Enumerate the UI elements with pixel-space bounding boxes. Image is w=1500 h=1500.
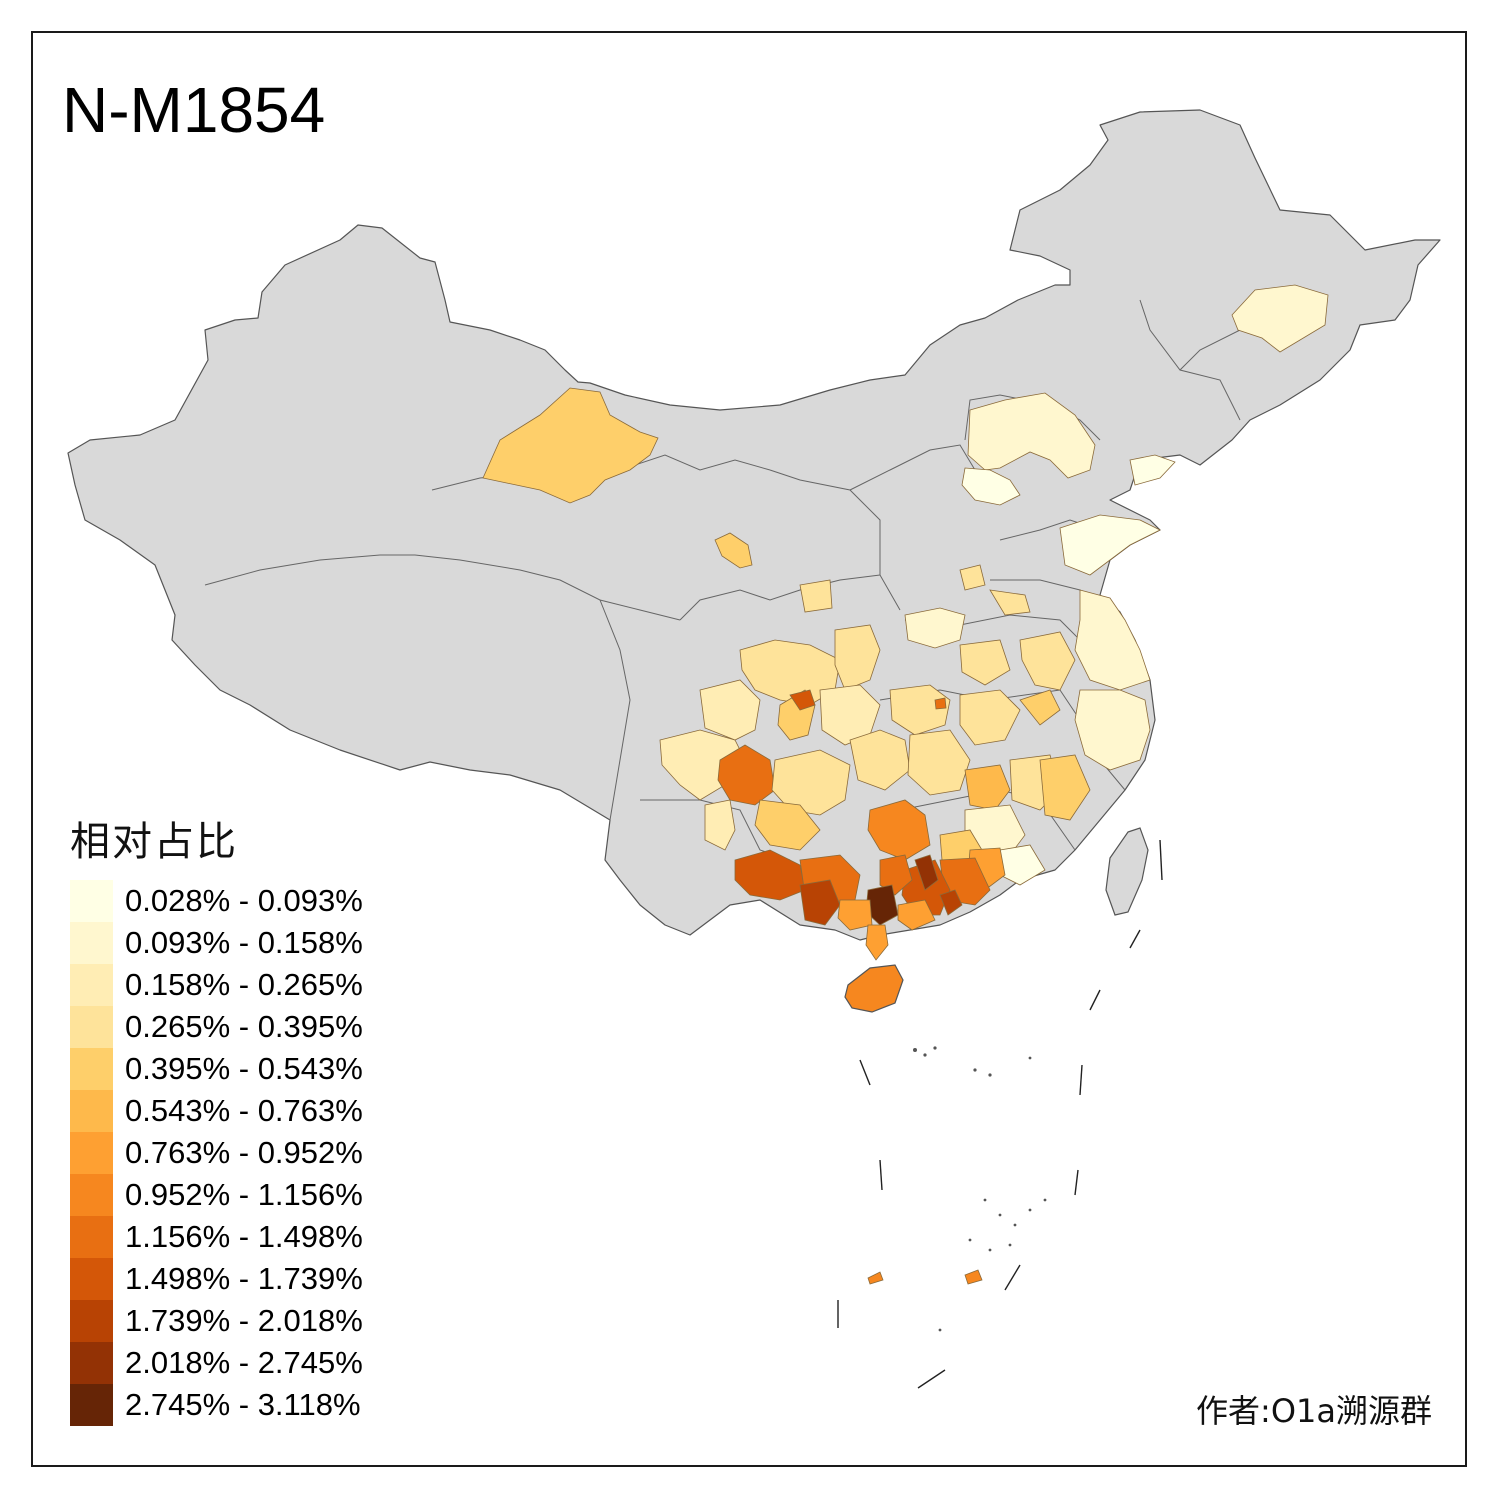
legend-label: 0.952% - 1.156% bbox=[125, 1177, 363, 1212]
legend-label: 0.028% - 0.093% bbox=[125, 883, 363, 918]
islets bbox=[913, 1046, 1047, 1332]
legend-label: 0.763% - 0.952% bbox=[125, 1135, 363, 1170]
map-title: N-M1854 bbox=[62, 74, 326, 146]
legend-label: 0.093% - 0.158% bbox=[125, 925, 363, 960]
legend: 相对占比 0.028% - 0.093% 0.093% - 0.158% 0.158… bbox=[70, 818, 363, 1426]
legend-swatch bbox=[70, 880, 113, 922]
legend-item: 0.952% - 1.156% bbox=[70, 1174, 363, 1216]
legend-swatch bbox=[70, 964, 113, 1006]
legend-item: 0.395% - 0.543% bbox=[70, 1048, 363, 1090]
legend-swatch bbox=[70, 1342, 113, 1384]
taiwan-island bbox=[1105, 827, 1149, 916]
legend-swatch bbox=[70, 922, 113, 964]
legend-label: 2.745% - 3.118% bbox=[125, 1387, 361, 1422]
legend-item: 0.265% - 0.395% bbox=[70, 1006, 363, 1048]
legend-swatch bbox=[70, 1300, 113, 1342]
legend-item: 0.028% - 0.093% bbox=[70, 880, 363, 922]
legend-title: 相对占比 bbox=[70, 819, 238, 865]
legend-label: 0.395% - 0.543% bbox=[125, 1051, 363, 1086]
legend-label: 0.543% - 0.763% bbox=[125, 1093, 363, 1128]
legend-item: 0.158% - 0.265% bbox=[70, 964, 363, 1006]
map-frame bbox=[31, 31, 1467, 1467]
legend-swatch bbox=[70, 1048, 113, 1090]
legend-swatch bbox=[70, 1090, 113, 1132]
legend-items: 0.028% - 0.093% 0.093% - 0.158% 0.158% - 0… bbox=[70, 880, 363, 1426]
legend-swatch bbox=[70, 1216, 113, 1258]
legend-item: 0.543% - 0.763% bbox=[70, 1090, 363, 1132]
legend-item: 1.739% - 2.018% bbox=[70, 1300, 363, 1342]
legend-item: 2.018% - 2.745% bbox=[70, 1342, 363, 1384]
legend-label: 1.498% - 1.739% bbox=[125, 1261, 363, 1296]
legend-label: 1.739% - 2.018% bbox=[125, 1303, 363, 1338]
legend-item: 0.093% - 0.158% bbox=[70, 922, 363, 964]
legend-label: 0.265% - 0.395% bbox=[125, 1009, 363, 1044]
mainland-landmass bbox=[67, 109, 1441, 941]
legend-label: 1.156% - 1.498% bbox=[125, 1219, 363, 1254]
south-china-sea-boundary bbox=[837, 839, 1163, 1389]
legend-item: 1.498% - 1.739% bbox=[70, 1258, 363, 1300]
legend-item: 1.156% - 1.498% bbox=[70, 1216, 363, 1258]
legend-swatch bbox=[70, 1258, 113, 1300]
legend-swatch bbox=[70, 1006, 113, 1048]
legend-swatch bbox=[70, 1384, 113, 1426]
legend-label: 0.158% - 0.265% bbox=[125, 967, 363, 1002]
author-credit: 作者:O1a溯源群 bbox=[1196, 1392, 1432, 1430]
hainan-island bbox=[844, 964, 904, 1013]
legend-item: 2.745% - 3.118% bbox=[70, 1384, 363, 1426]
prefecture-fills bbox=[482, 284, 1329, 1285]
legend-item: 0.763% - 0.952% bbox=[70, 1132, 363, 1174]
legend-label: 2.018% - 2.745% bbox=[125, 1345, 363, 1380]
legend-swatch bbox=[70, 1174, 113, 1216]
legend-swatch bbox=[70, 1132, 113, 1174]
